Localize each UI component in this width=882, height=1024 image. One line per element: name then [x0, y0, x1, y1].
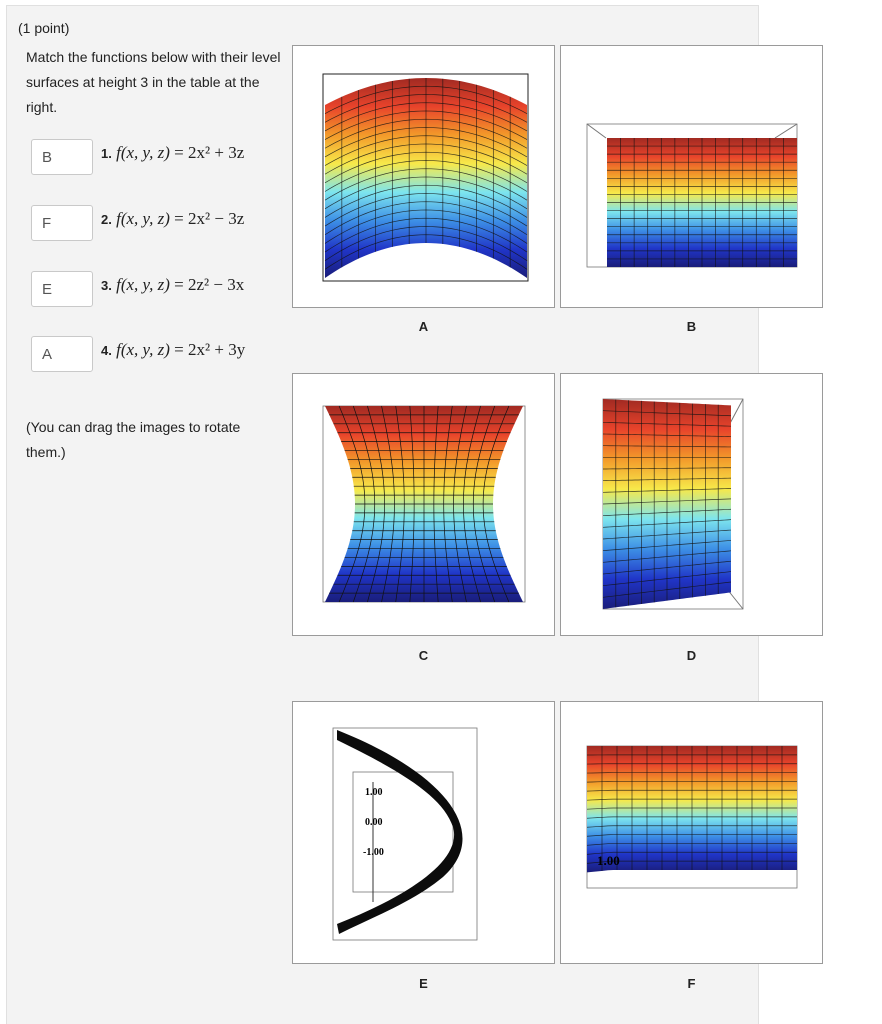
function-number: 3.: [101, 278, 112, 293]
graph-label-b: B: [686, 319, 697, 334]
graph-a[interactable]: [292, 45, 555, 308]
axis-tick-label: 1.00: [365, 787, 383, 798]
surface-e: [337, 730, 463, 934]
graph-label-c: C: [418, 648, 429, 663]
function-rhs: 2x² − 3z: [188, 209, 245, 228]
function-3: 3. f(x, y, z) = 2z² − 3x: [101, 275, 245, 294]
surface-plot-e: 1.00 0.00 -1.00: [332, 727, 478, 941]
graph-b[interactable]: [560, 45, 823, 308]
axis-tick-label: 1.00: [597, 853, 620, 868]
axis-tick-label: 0.00: [365, 817, 383, 828]
function-rhs: 2x² + 3y: [188, 340, 246, 359]
function-number: 4.: [101, 343, 112, 358]
graph-label-e: E: [419, 976, 428, 991]
answer-input-1[interactable]: [31, 139, 93, 175]
graph-label-a: A: [418, 319, 429, 334]
function-4: 4. f(x, y, z) = 2x² + 3y: [101, 340, 246, 359]
function-lhs: f(x, y, z): [116, 340, 170, 359]
axis-tick-label: -1.00: [363, 847, 384, 858]
surface-plot-c: [322, 405, 526, 603]
surface-plot-f: 1.00: [586, 745, 798, 889]
graph-label-f: F: [687, 976, 696, 991]
function-rhs: 2z² − 3x: [188, 275, 245, 294]
function-rhs: 2x² + 3z: [188, 143, 245, 162]
surface-plot-d: [602, 398, 744, 610]
graph-d[interactable]: [560, 373, 823, 636]
function-1: 1. f(x, y, z) = 2x² + 3z: [101, 143, 245, 162]
function-number: 2.: [101, 212, 112, 227]
function-2: 2. f(x, y, z) = 2x² − 3z: [101, 209, 245, 228]
surface-plot-a: [322, 73, 529, 282]
graph-c[interactable]: [292, 373, 555, 636]
drag-hint-text: (You can drag the images to rotate them.…: [26, 419, 241, 460]
graph-f[interactable]: 1.00: [560, 701, 823, 964]
answer-input-2[interactable]: [31, 205, 93, 241]
surface-plot-b: [586, 123, 798, 268]
instructions-text: Match the functions below with their lev…: [26, 49, 281, 115]
answer-input-4[interactable]: [31, 336, 93, 372]
function-lhs: f(x, y, z): [116, 143, 170, 162]
function-lhs: f(x, y, z): [116, 275, 170, 294]
answer-input-3[interactable]: [31, 271, 93, 307]
function-number: 1.: [101, 146, 112, 161]
points-label: (1 point): [18, 20, 70, 36]
graph-label-d: D: [686, 648, 697, 663]
graph-e[interactable]: 1.00 0.00 -1.00: [292, 701, 555, 964]
function-lhs: f(x, y, z): [116, 209, 170, 228]
